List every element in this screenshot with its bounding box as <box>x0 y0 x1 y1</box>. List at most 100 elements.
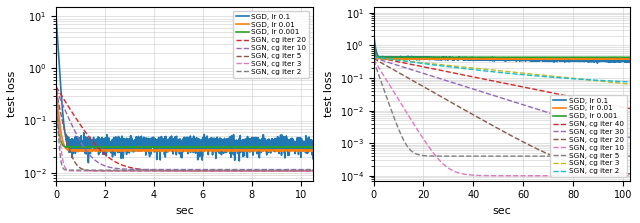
SGN, cg iter 20 <box>574 164 582 167</box>
SGN, cg iter 40 <box>370 56 378 58</box>
SGN, cg iter 20 <box>560 159 568 162</box>
SGD, lr 0.01 <box>574 57 582 60</box>
SGN, cg iter 5 <box>52 89 60 92</box>
SGN, cg iter 20 <box>463 110 470 112</box>
SGN, cg iter 2 <box>574 78 582 80</box>
Line: SGD, lr 0.01: SGD, lr 0.01 <box>56 87 313 151</box>
Line: SGN, cg iter 30: SGN, cg iter 30 <box>374 58 630 138</box>
SGN, cg iter 30 <box>574 120 582 123</box>
SGN, cg iter 5 <box>276 170 284 172</box>
SGN, cg iter 5 <box>81 169 89 171</box>
SGN, cg iter 2 <box>370 56 378 58</box>
Line: SGN, cg iter 2: SGN, cg iter 2 <box>56 94 313 170</box>
SGN, cg iter 40 <box>383 58 390 61</box>
SGN, cg iter 10 <box>574 174 582 177</box>
SGN, cg iter 40 <box>627 107 634 110</box>
SGN, cg iter 5 <box>463 155 470 157</box>
SGN, cg iter 20 <box>522 142 529 145</box>
SGN, cg iter 5 <box>309 170 317 172</box>
Line: SGD, lr 0.1: SGD, lr 0.1 <box>374 33 630 63</box>
SGD, lr 0.001 <box>488 56 496 59</box>
Y-axis label: test loss: test loss <box>7 71 17 117</box>
SGN, cg iter 5 <box>162 170 170 172</box>
SGD, lr 0.1 <box>383 57 390 59</box>
SGN, cg iter 3 <box>304 170 312 172</box>
SGD, lr 0.001 <box>309 146 317 148</box>
SGD, lr 0.001 <box>627 56 634 59</box>
Line: SGN, cg iter 3: SGN, cg iter 3 <box>56 92 313 171</box>
SGN, cg iter 3 <box>370 56 378 59</box>
SGN, cg iter 20 <box>383 64 390 67</box>
SGD, lr 0.001 <box>270 146 278 149</box>
SGN, cg iter 3 <box>627 83 634 86</box>
SGD, lr 0.1 <box>309 157 317 160</box>
SGN, cg iter 5 <box>231 170 239 172</box>
SGN, cg iter 2 <box>151 169 159 171</box>
SGN, cg iter 2 <box>276 169 284 171</box>
SGN, cg iter 3 <box>81 170 89 172</box>
SGN, cg iter 20 <box>81 131 89 133</box>
SGN, cg iter 3 <box>52 91 60 94</box>
Line: SGN, cg iter 10: SGN, cg iter 10 <box>56 89 313 169</box>
SGD, lr 0.001 <box>151 146 159 149</box>
SGD, lr 0.1 <box>574 59 582 62</box>
SGN, cg iter 10 <box>151 168 159 171</box>
SGN, cg iter 10 <box>97 163 104 165</box>
SGD, lr 0.1 <box>162 138 170 141</box>
SGD, lr 0.01 <box>463 57 470 60</box>
SGN, cg iter 2 <box>304 169 312 171</box>
SGN, cg iter 20 <box>52 85 60 88</box>
SGD, lr 0.001 <box>463 56 470 59</box>
SGD, lr 0.1 <box>463 57 470 60</box>
SGN, cg iter 3 <box>574 77 582 80</box>
SGN, cg iter 5 <box>589 155 597 157</box>
SGD, lr 0.01 <box>522 57 529 60</box>
SGD, lr 0.001 <box>560 56 568 59</box>
SGD, lr 0.1 <box>370 31 378 34</box>
SGD, lr 0.01 <box>276 149 284 152</box>
SGN, cg iter 2 <box>162 169 170 171</box>
SGN, cg iter 2 <box>309 169 317 171</box>
SGD, lr 0.001 <box>574 56 582 59</box>
SGN, cg iter 30 <box>533 108 541 110</box>
SGD, lr 0.01 <box>370 53 378 55</box>
SGN, cg iter 20 <box>309 170 317 172</box>
SGN, cg iter 20 <box>151 169 159 172</box>
SGD, lr 0.001 <box>52 96 60 99</box>
SGN, cg iter 10 <box>304 168 312 171</box>
SGN, cg iter 2 <box>627 81 634 83</box>
SGN, cg iter 20 <box>276 170 284 172</box>
SGN, cg iter 10 <box>309 168 317 171</box>
SGD, lr 0.001 <box>97 146 104 149</box>
SGN, cg iter 3 <box>463 66 470 69</box>
SGD, lr 0.1 <box>84 161 92 164</box>
SGD, lr 0.01 <box>224 150 232 152</box>
SGN, cg iter 3 <box>383 58 390 60</box>
SGN, cg iter 10 <box>81 148 89 151</box>
Line: SGN, cg iter 5: SGN, cg iter 5 <box>56 90 313 171</box>
Legend: SGD, lr 0.1, SGD, lr 0.01, SGD, lr 0.001, SGN, cg iter 20, SGN, cg iter 10, SGN,: SGD, lr 0.1, SGD, lr 0.01, SGD, lr 0.001… <box>233 11 309 78</box>
SGN, cg iter 10 <box>52 88 60 91</box>
Line: SGD, lr 0.1: SGD, lr 0.1 <box>56 16 313 163</box>
SGD, lr 0.1 <box>533 58 541 60</box>
SGN, cg iter 30 <box>560 116 568 119</box>
SGN, cg iter 30 <box>463 86 470 88</box>
SGD, lr 0.01 <box>533 57 541 60</box>
SGD, lr 0.001 <box>304 146 312 149</box>
SGN, cg iter 2 <box>383 57 390 60</box>
SGN, cg iter 3 <box>276 170 284 172</box>
Line: SGN, cg iter 10: SGN, cg iter 10 <box>374 59 630 176</box>
SGD, lr 0.01 <box>560 57 568 60</box>
SGD, lr 0.001 <box>276 146 284 149</box>
X-axis label: sec: sec <box>493 206 511 216</box>
SGD, lr 0.01 <box>627 57 634 60</box>
Line: SGD, lr 0.001: SGD, lr 0.001 <box>374 33 630 57</box>
SGN, cg iter 3 <box>533 73 541 76</box>
SGD, lr 0.1 <box>627 59 634 62</box>
Y-axis label: test loss: test loss <box>324 71 334 117</box>
SGN, cg iter 20 <box>370 57 378 60</box>
Line: SGD, lr 0.01: SGD, lr 0.01 <box>374 54 630 59</box>
SGN, cg iter 10 <box>560 174 568 177</box>
SGN, cg iter 3 <box>560 76 568 79</box>
SGD, lr 0.01 <box>471 57 479 60</box>
